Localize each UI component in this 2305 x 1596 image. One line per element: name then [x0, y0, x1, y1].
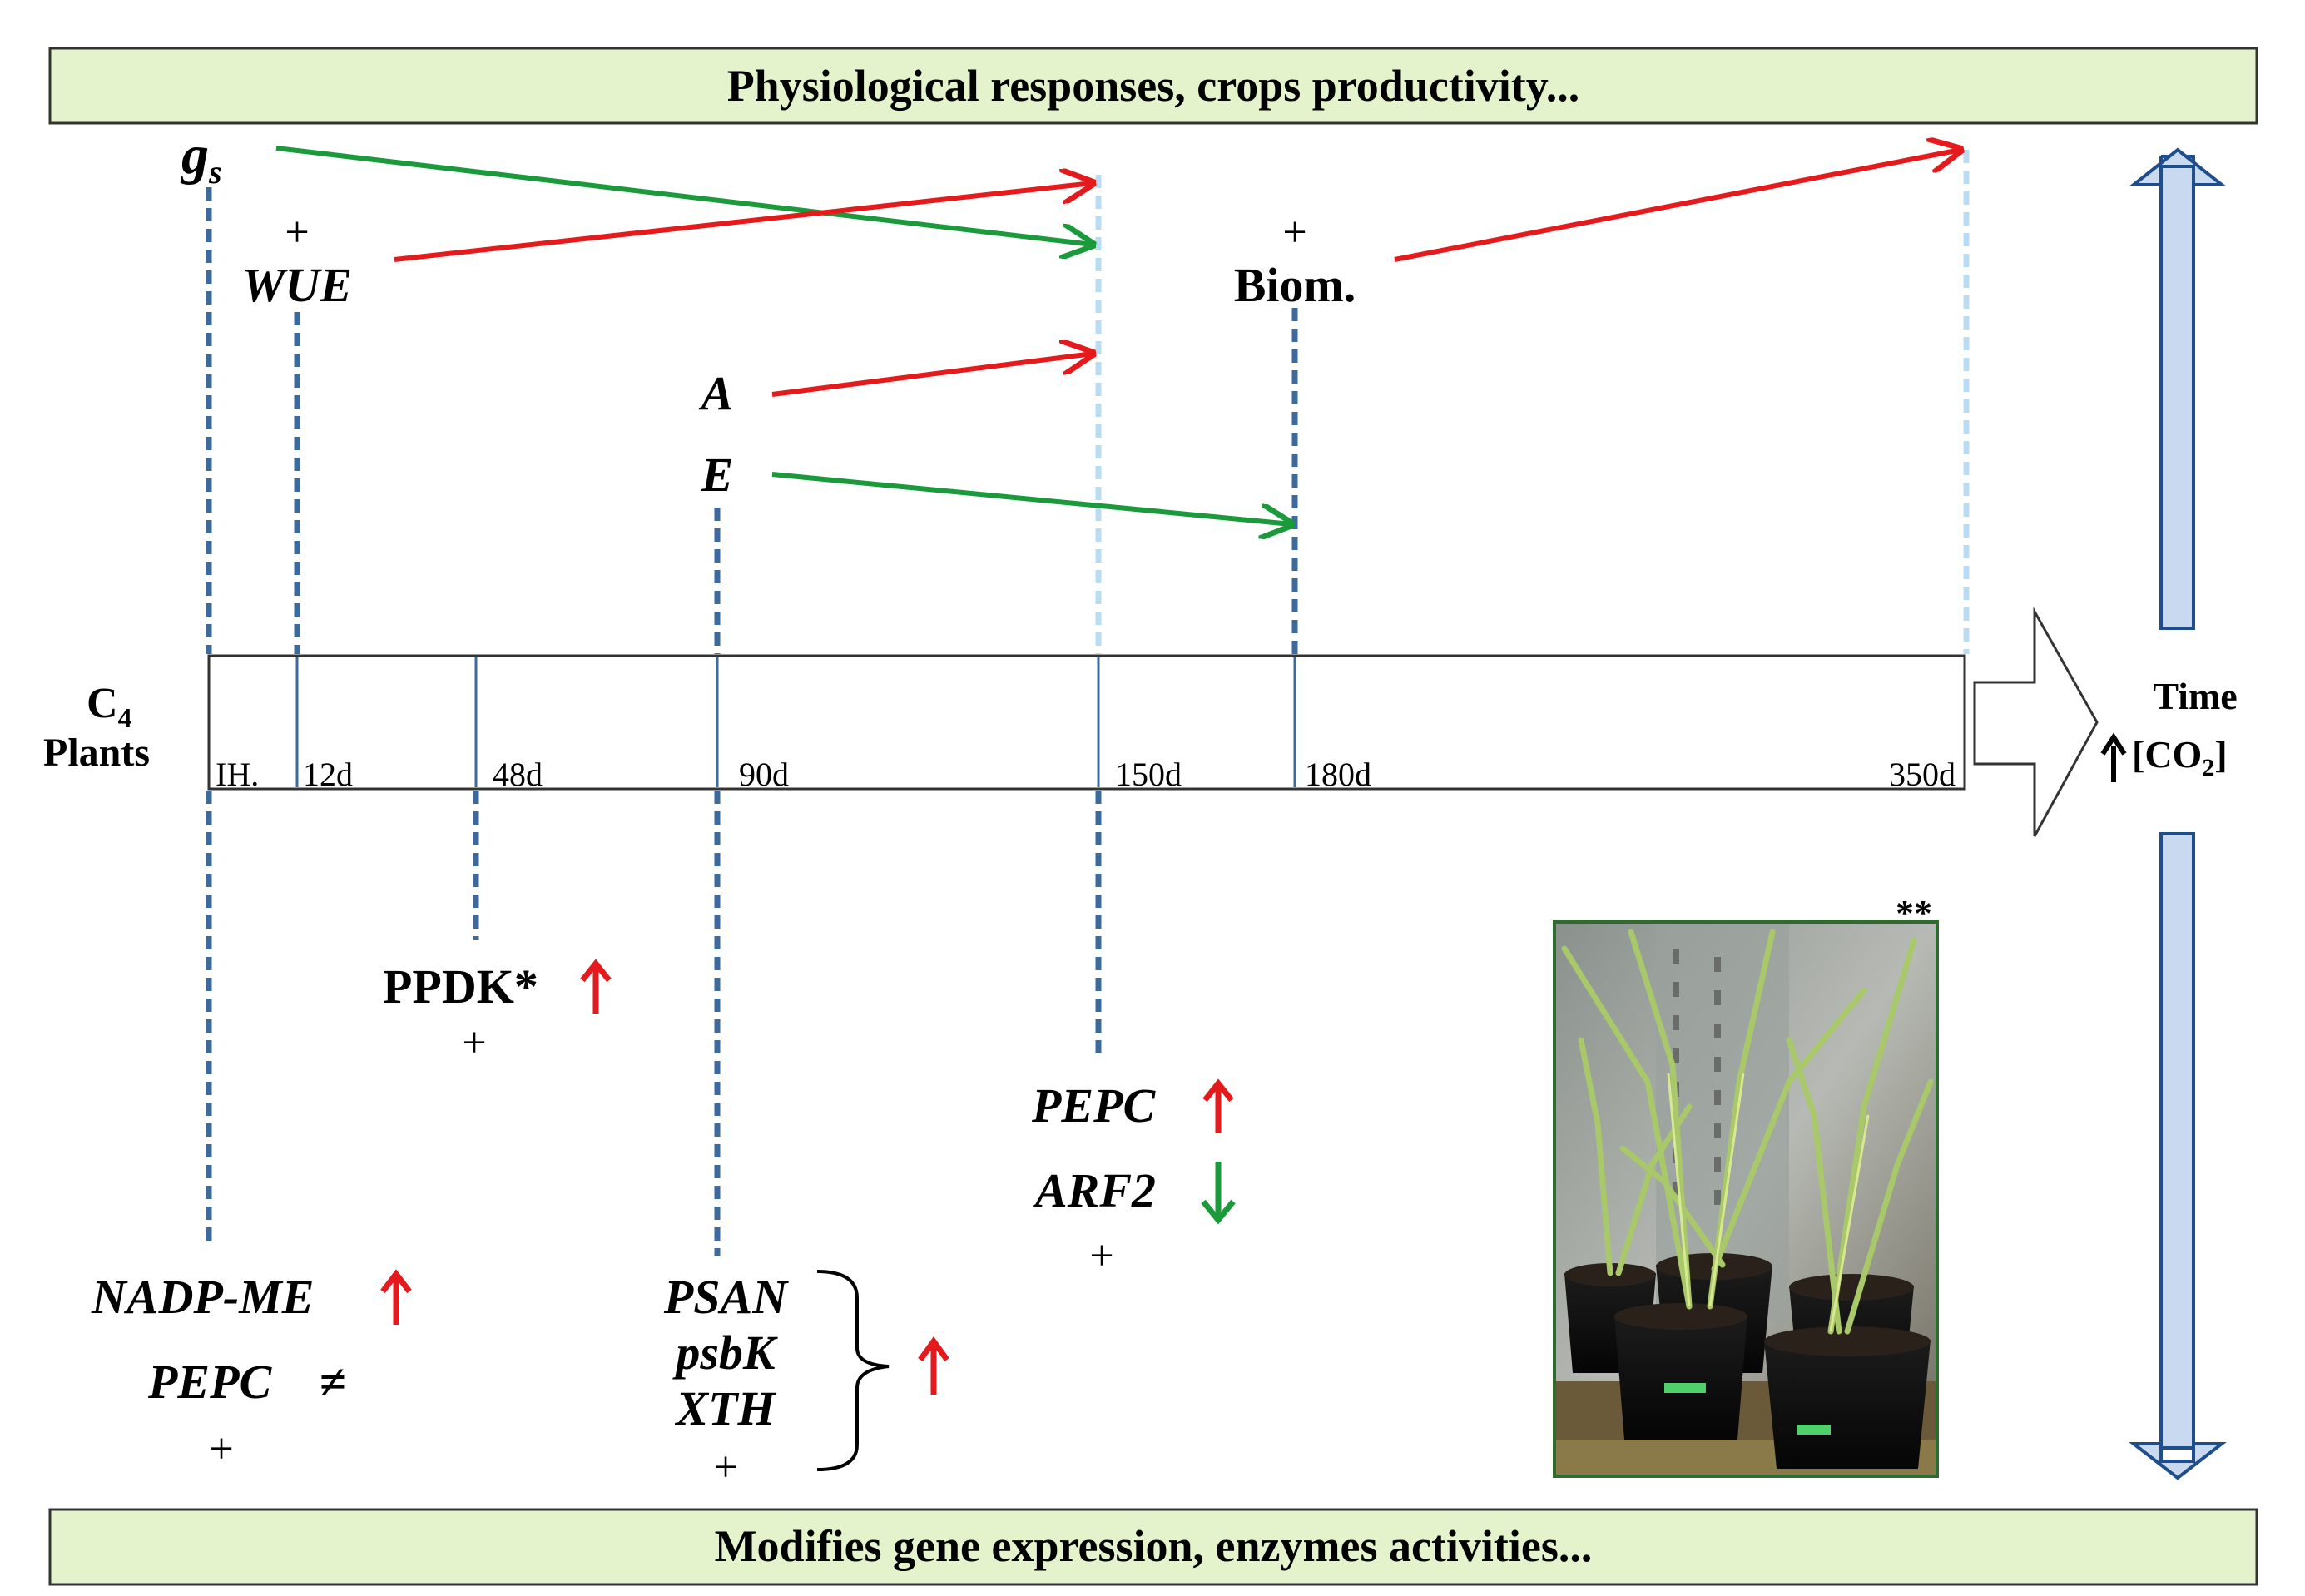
c4-label: C4	[87, 680, 132, 734]
gs-label: gs	[180, 125, 222, 191]
nadp-me-up-arrow-icon	[380, 1269, 412, 1325]
lower-dashed-lines	[206, 791, 1102, 1256]
time-label: Time	[2153, 675, 2237, 717]
co2-label: [CO2]	[2132, 733, 2228, 781]
plant-photo	[1553, 920, 1939, 1478]
side-arrow-top-head	[2129, 147, 2227, 186]
upper-dashed-lines	[206, 187, 1298, 654]
tick-ih: IH.	[216, 756, 259, 793]
biom-increase-arrow	[1394, 150, 1960, 262]
pepc-150-up-arrow-icon	[1202, 1078, 1234, 1133]
psbk-label: psbK	[672, 1326, 778, 1380]
biom-plus: +	[1282, 209, 1306, 256]
pepc-ih-not-equal: ≠	[320, 1355, 346, 1409]
timeline-arrow	[1973, 607, 2099, 837]
a-label: A	[699, 366, 734, 420]
timeline-bar	[207, 654, 1966, 791]
top-banner-text: Physiological responses, crops productiv…	[727, 61, 1580, 111]
a-increase-arrow	[771, 354, 1093, 397]
tick-180d: 180d	[1305, 756, 1371, 793]
timeline-separators	[295, 657, 1296, 787]
gene-group-brace	[816, 1270, 890, 1471]
xth-label: XTH	[674, 1381, 776, 1435]
tick-12d: 12d	[303, 756, 353, 793]
tick-350d: 350d	[1889, 756, 1956, 793]
psan-label: PSAN	[663, 1270, 789, 1324]
upper-light-dashed-lines	[1095, 150, 1970, 654]
ppdk-plus: +	[462, 1019, 486, 1067]
biom-label: Biom.	[1234, 258, 1356, 312]
e-label: E	[701, 448, 734, 502]
pepc-150-plus: +	[1089, 1232, 1113, 1280]
gs-decrease-arrow	[275, 146, 1093, 245]
psan-group-plus: +	[713, 1444, 737, 1491]
up-arrow-icon	[2100, 732, 2127, 782]
side-arrow-bottom-head	[2129, 1442, 2227, 1480]
plants-label: Plants	[43, 731, 150, 775]
side-arrow-top-shaft	[2159, 155, 2195, 630]
side-arrow-bottom-shaft	[2159, 832, 2195, 1450]
arf2-down-arrow-icon	[1201, 1162, 1236, 1225]
nadp-me-plus: +	[209, 1425, 233, 1473]
ppdk-label: PPDK*	[383, 959, 538, 1014]
wue-plus: +	[285, 209, 309, 256]
e-decrease-arrow	[771, 472, 1291, 524]
gene-group-up-arrow-icon	[918, 1336, 949, 1395]
arf2-label: ARF2	[1033, 1163, 1156, 1217]
bottom-banner-text: Modifies gene expression, enzymes activi…	[715, 1521, 1593, 1571]
bottom-banner	[48, 1508, 2258, 1586]
pepc-ih-label: PEPC	[147, 1355, 273, 1409]
wue-label: WUE	[242, 258, 352, 312]
tick-48d: 48d	[493, 756, 543, 793]
pepc-150-label: PEPC	[1031, 1078, 1157, 1133]
nadp-me-label: NADP-ME	[91, 1270, 314, 1324]
ppdk-up-arrow-icon	[580, 959, 612, 1014]
photo-mark: **	[1896, 893, 1932, 934]
top-banner	[48, 47, 2258, 125]
tick-90d: 90d	[739, 756, 789, 793]
tick-150d: 150d	[1115, 756, 1182, 793]
wue-increase-arrow	[394, 183, 1093, 262]
